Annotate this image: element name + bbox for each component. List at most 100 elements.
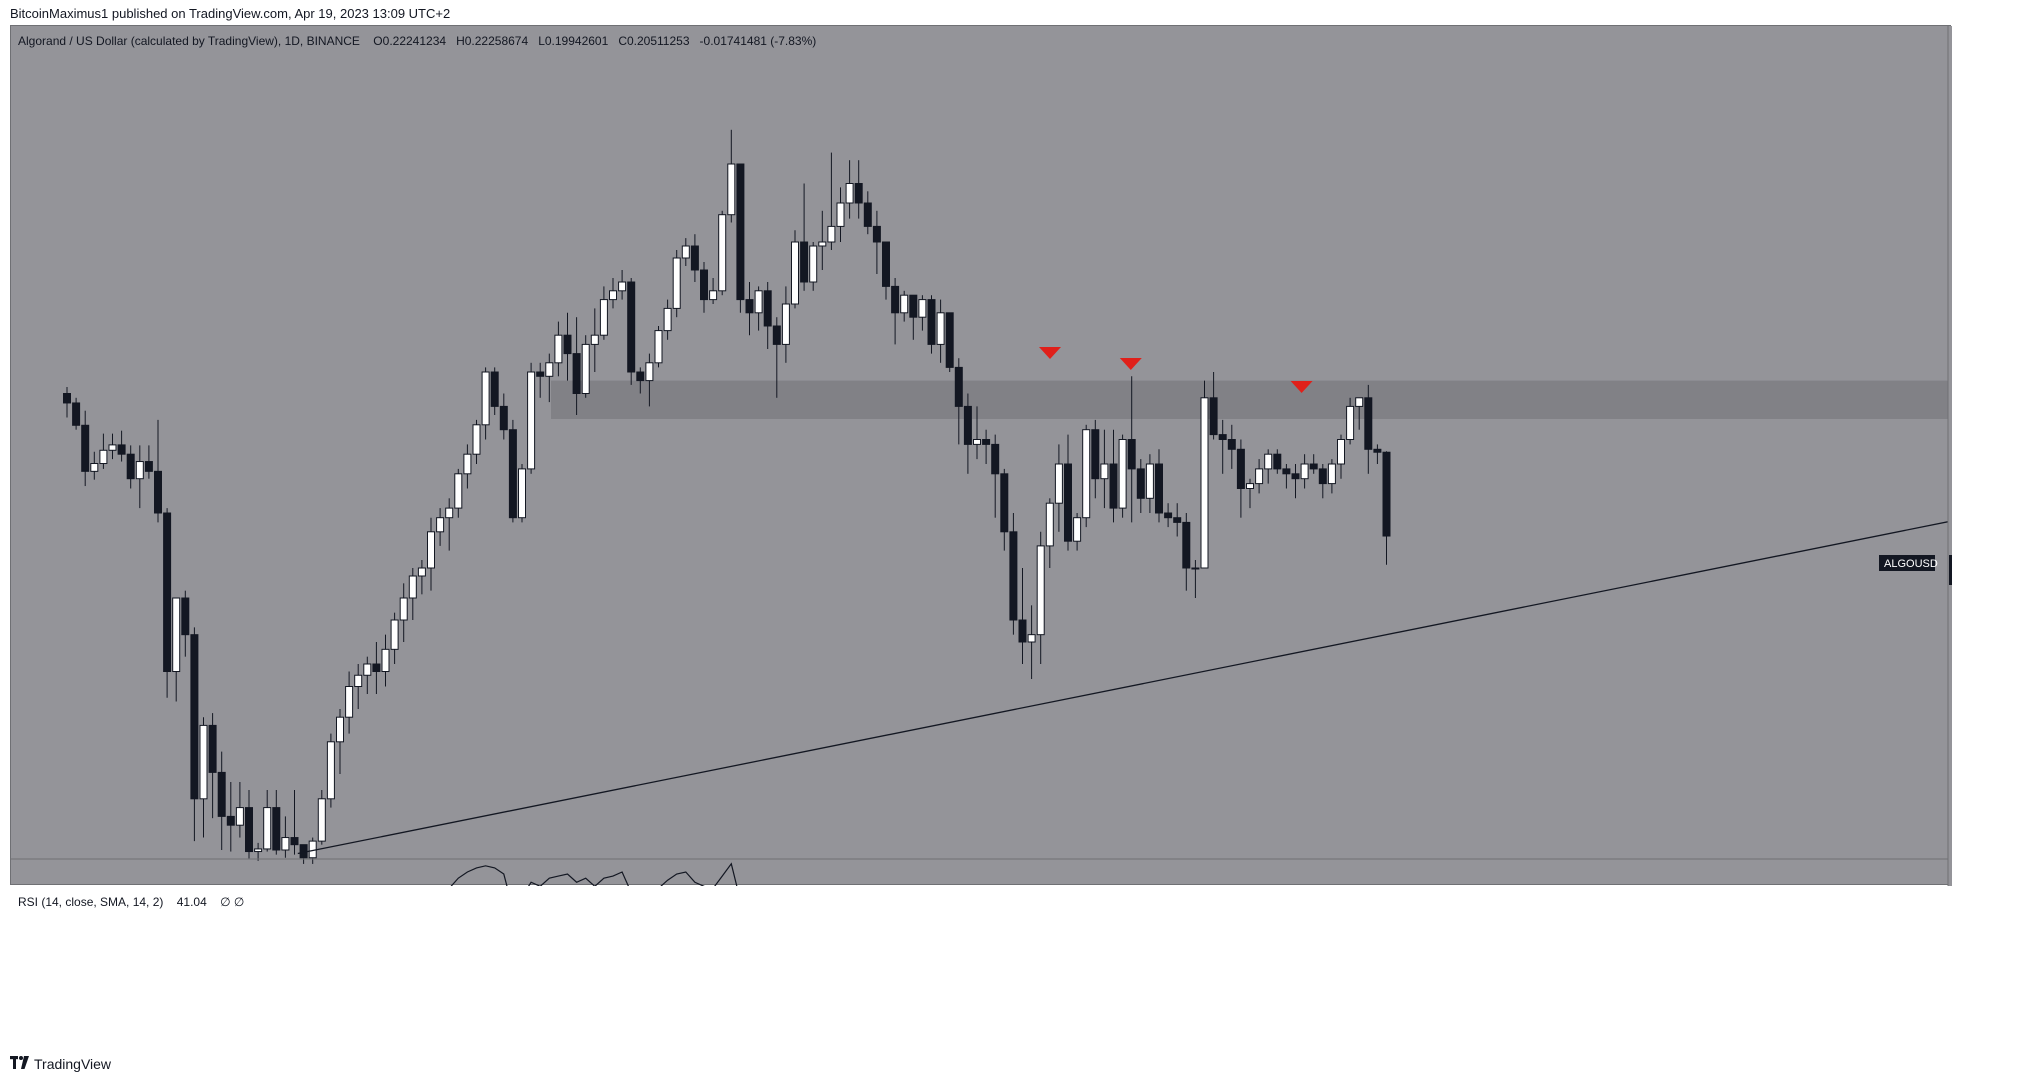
candle-body xyxy=(872,225,881,243)
candle-body xyxy=(345,686,354,718)
candle-body xyxy=(818,241,827,247)
rsi-value: 41.04 xyxy=(176,895,207,909)
candle-body xyxy=(1318,468,1327,485)
candle-body xyxy=(1155,463,1163,514)
candle-body xyxy=(1200,397,1209,569)
candle-body xyxy=(1337,439,1345,465)
candle-body xyxy=(1082,429,1091,519)
candle-body xyxy=(117,444,126,455)
candle-body xyxy=(645,362,654,382)
candle-body xyxy=(781,303,790,345)
candle-body xyxy=(736,163,745,301)
candle-body xyxy=(144,461,153,472)
candle-body xyxy=(1346,405,1355,440)
tradingview-logo-icon xyxy=(10,1056,29,1069)
candle-body xyxy=(718,214,727,292)
candle-body xyxy=(609,290,617,301)
candle-body xyxy=(572,353,581,395)
open-label: O xyxy=(373,34,383,48)
candle-body xyxy=(563,334,572,355)
candle-body xyxy=(272,807,281,851)
candle-body xyxy=(1164,512,1173,519)
candle-body xyxy=(1191,567,1200,570)
candle-body xyxy=(991,443,1000,475)
candle-body xyxy=(791,241,799,305)
candle-body xyxy=(1173,517,1182,523)
rsi-extra: ∅ ∅ xyxy=(220,895,245,909)
candle-body xyxy=(745,299,754,314)
candle-body xyxy=(1218,434,1227,441)
change-value: -0.01741481 (-7.83%) xyxy=(699,34,817,48)
candle-body xyxy=(727,163,736,216)
candle-body xyxy=(1264,453,1273,470)
candle-body xyxy=(163,512,172,672)
candle-body xyxy=(618,281,627,292)
candle-body xyxy=(927,299,936,345)
candle-body xyxy=(381,648,390,672)
rsi-label: RSI (14, close, SMA, 14, 2) xyxy=(18,895,164,909)
badge-symbol: ALGOUSD xyxy=(1884,558,1938,570)
bearish-marker-icon xyxy=(1290,381,1313,393)
candle-body xyxy=(900,294,909,314)
candle-body xyxy=(1054,463,1063,504)
candle-body xyxy=(909,294,918,318)
candle-body xyxy=(982,439,991,445)
candle-body xyxy=(590,334,599,345)
price-badge: ALGOUSD xyxy=(1879,555,1952,585)
chart-svg[interactable]: USD0.310000000.300000000.290000000.28000… xyxy=(11,26,1952,886)
candle-body xyxy=(172,597,181,672)
candle-body xyxy=(199,724,208,800)
candle-body xyxy=(81,424,90,472)
bearish-marker-icon xyxy=(1039,347,1061,359)
candle-body xyxy=(408,575,417,599)
candle-body xyxy=(772,325,781,345)
candle-body xyxy=(1373,448,1382,453)
candle-body xyxy=(763,290,772,327)
candle-body xyxy=(800,241,809,283)
candle-body xyxy=(1300,463,1309,480)
support-trendline[interactable] xyxy=(297,510,1952,855)
candle-body xyxy=(90,463,99,472)
candle-body xyxy=(190,634,199,800)
candle-body xyxy=(317,798,326,842)
candle-body xyxy=(1127,439,1136,470)
chart-area[interactable]: USD0.310000000.300000000.290000000.28000… xyxy=(10,25,1952,886)
open-value: 0.22241234 xyxy=(382,34,447,48)
candle-body xyxy=(208,724,217,773)
rsi-line xyxy=(450,862,738,886)
candle-body xyxy=(1036,545,1045,636)
candle-body xyxy=(427,531,435,569)
bearish-marker-icon xyxy=(1119,358,1142,370)
candle-body xyxy=(636,371,645,382)
candle-body xyxy=(1182,521,1191,569)
candle-body xyxy=(690,245,699,271)
candle-body xyxy=(554,334,563,364)
candle-body xyxy=(891,285,900,314)
candle-body xyxy=(490,371,499,407)
candle-body xyxy=(299,844,308,859)
candle-body xyxy=(445,507,454,519)
candle-body xyxy=(1246,483,1254,490)
candle-body xyxy=(417,567,426,577)
candle-body xyxy=(245,807,253,853)
candle-body xyxy=(1355,397,1364,407)
candle-body xyxy=(963,405,972,445)
candle-body xyxy=(1136,468,1145,499)
candle-body xyxy=(918,299,927,318)
candle-body xyxy=(436,517,445,533)
candle-body xyxy=(1227,439,1236,450)
candle-body xyxy=(1145,463,1154,499)
candle-body xyxy=(1273,453,1282,470)
candle-body xyxy=(1045,502,1054,547)
candle-body xyxy=(581,343,590,394)
candle-body xyxy=(1327,463,1336,485)
candle-body xyxy=(536,371,545,377)
candle-body xyxy=(1364,397,1373,450)
symbol-title: Algorand / US Dollar (calculated by Trad… xyxy=(18,34,360,48)
candle-body xyxy=(254,848,263,853)
candle-body xyxy=(681,245,690,259)
candle-body xyxy=(499,405,508,431)
candle-body xyxy=(854,183,863,204)
candle-body xyxy=(372,663,381,672)
candle-body xyxy=(472,424,481,455)
